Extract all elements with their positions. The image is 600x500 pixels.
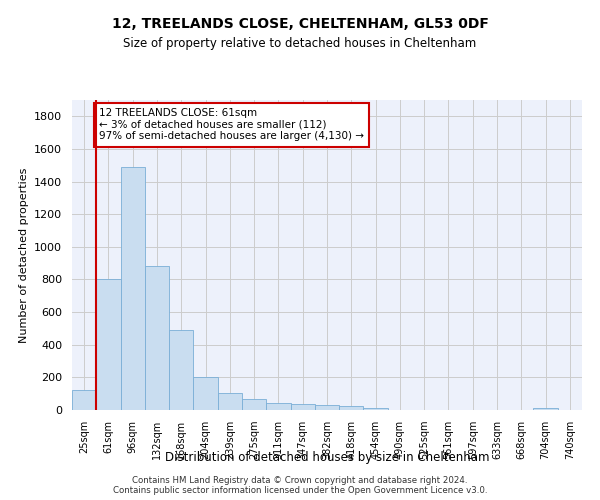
Bar (339, 406, 364, 410)
Y-axis label: Number of detached properties: Number of detached properties (19, 168, 29, 342)
Bar (193, 376, 218, 410)
Bar (145, 266, 169, 410)
Bar (218, 393, 242, 410)
Bar (121, 167, 145, 410)
Text: Distribution of detached houses by size in Cheltenham: Distribution of detached houses by size … (165, 451, 489, 464)
Text: 12 TREELANDS CLOSE: 61sqm
← 3% of detached houses are smaller (112)
97% of semi-: 12 TREELANDS CLOSE: 61sqm ← 3% of detach… (99, 108, 364, 142)
Bar (315, 406, 339, 410)
Text: 12, TREELANDS CLOSE, CHELTENHAM, GL53 0DF: 12, TREELANDS CLOSE, CHELTENHAM, GL53 0D… (112, 18, 488, 32)
Bar (169, 330, 193, 410)
Bar (266, 404, 290, 410)
Bar (242, 400, 266, 410)
Text: Size of property relative to detached houses in Cheltenham: Size of property relative to detached ho… (124, 38, 476, 51)
Bar (364, 408, 388, 410)
Bar (533, 408, 558, 410)
Bar (96, 280, 121, 410)
Bar (72, 390, 96, 410)
Bar (290, 404, 315, 410)
Text: Contains HM Land Registry data © Crown copyright and database right 2024.
Contai: Contains HM Land Registry data © Crown c… (113, 476, 487, 495)
